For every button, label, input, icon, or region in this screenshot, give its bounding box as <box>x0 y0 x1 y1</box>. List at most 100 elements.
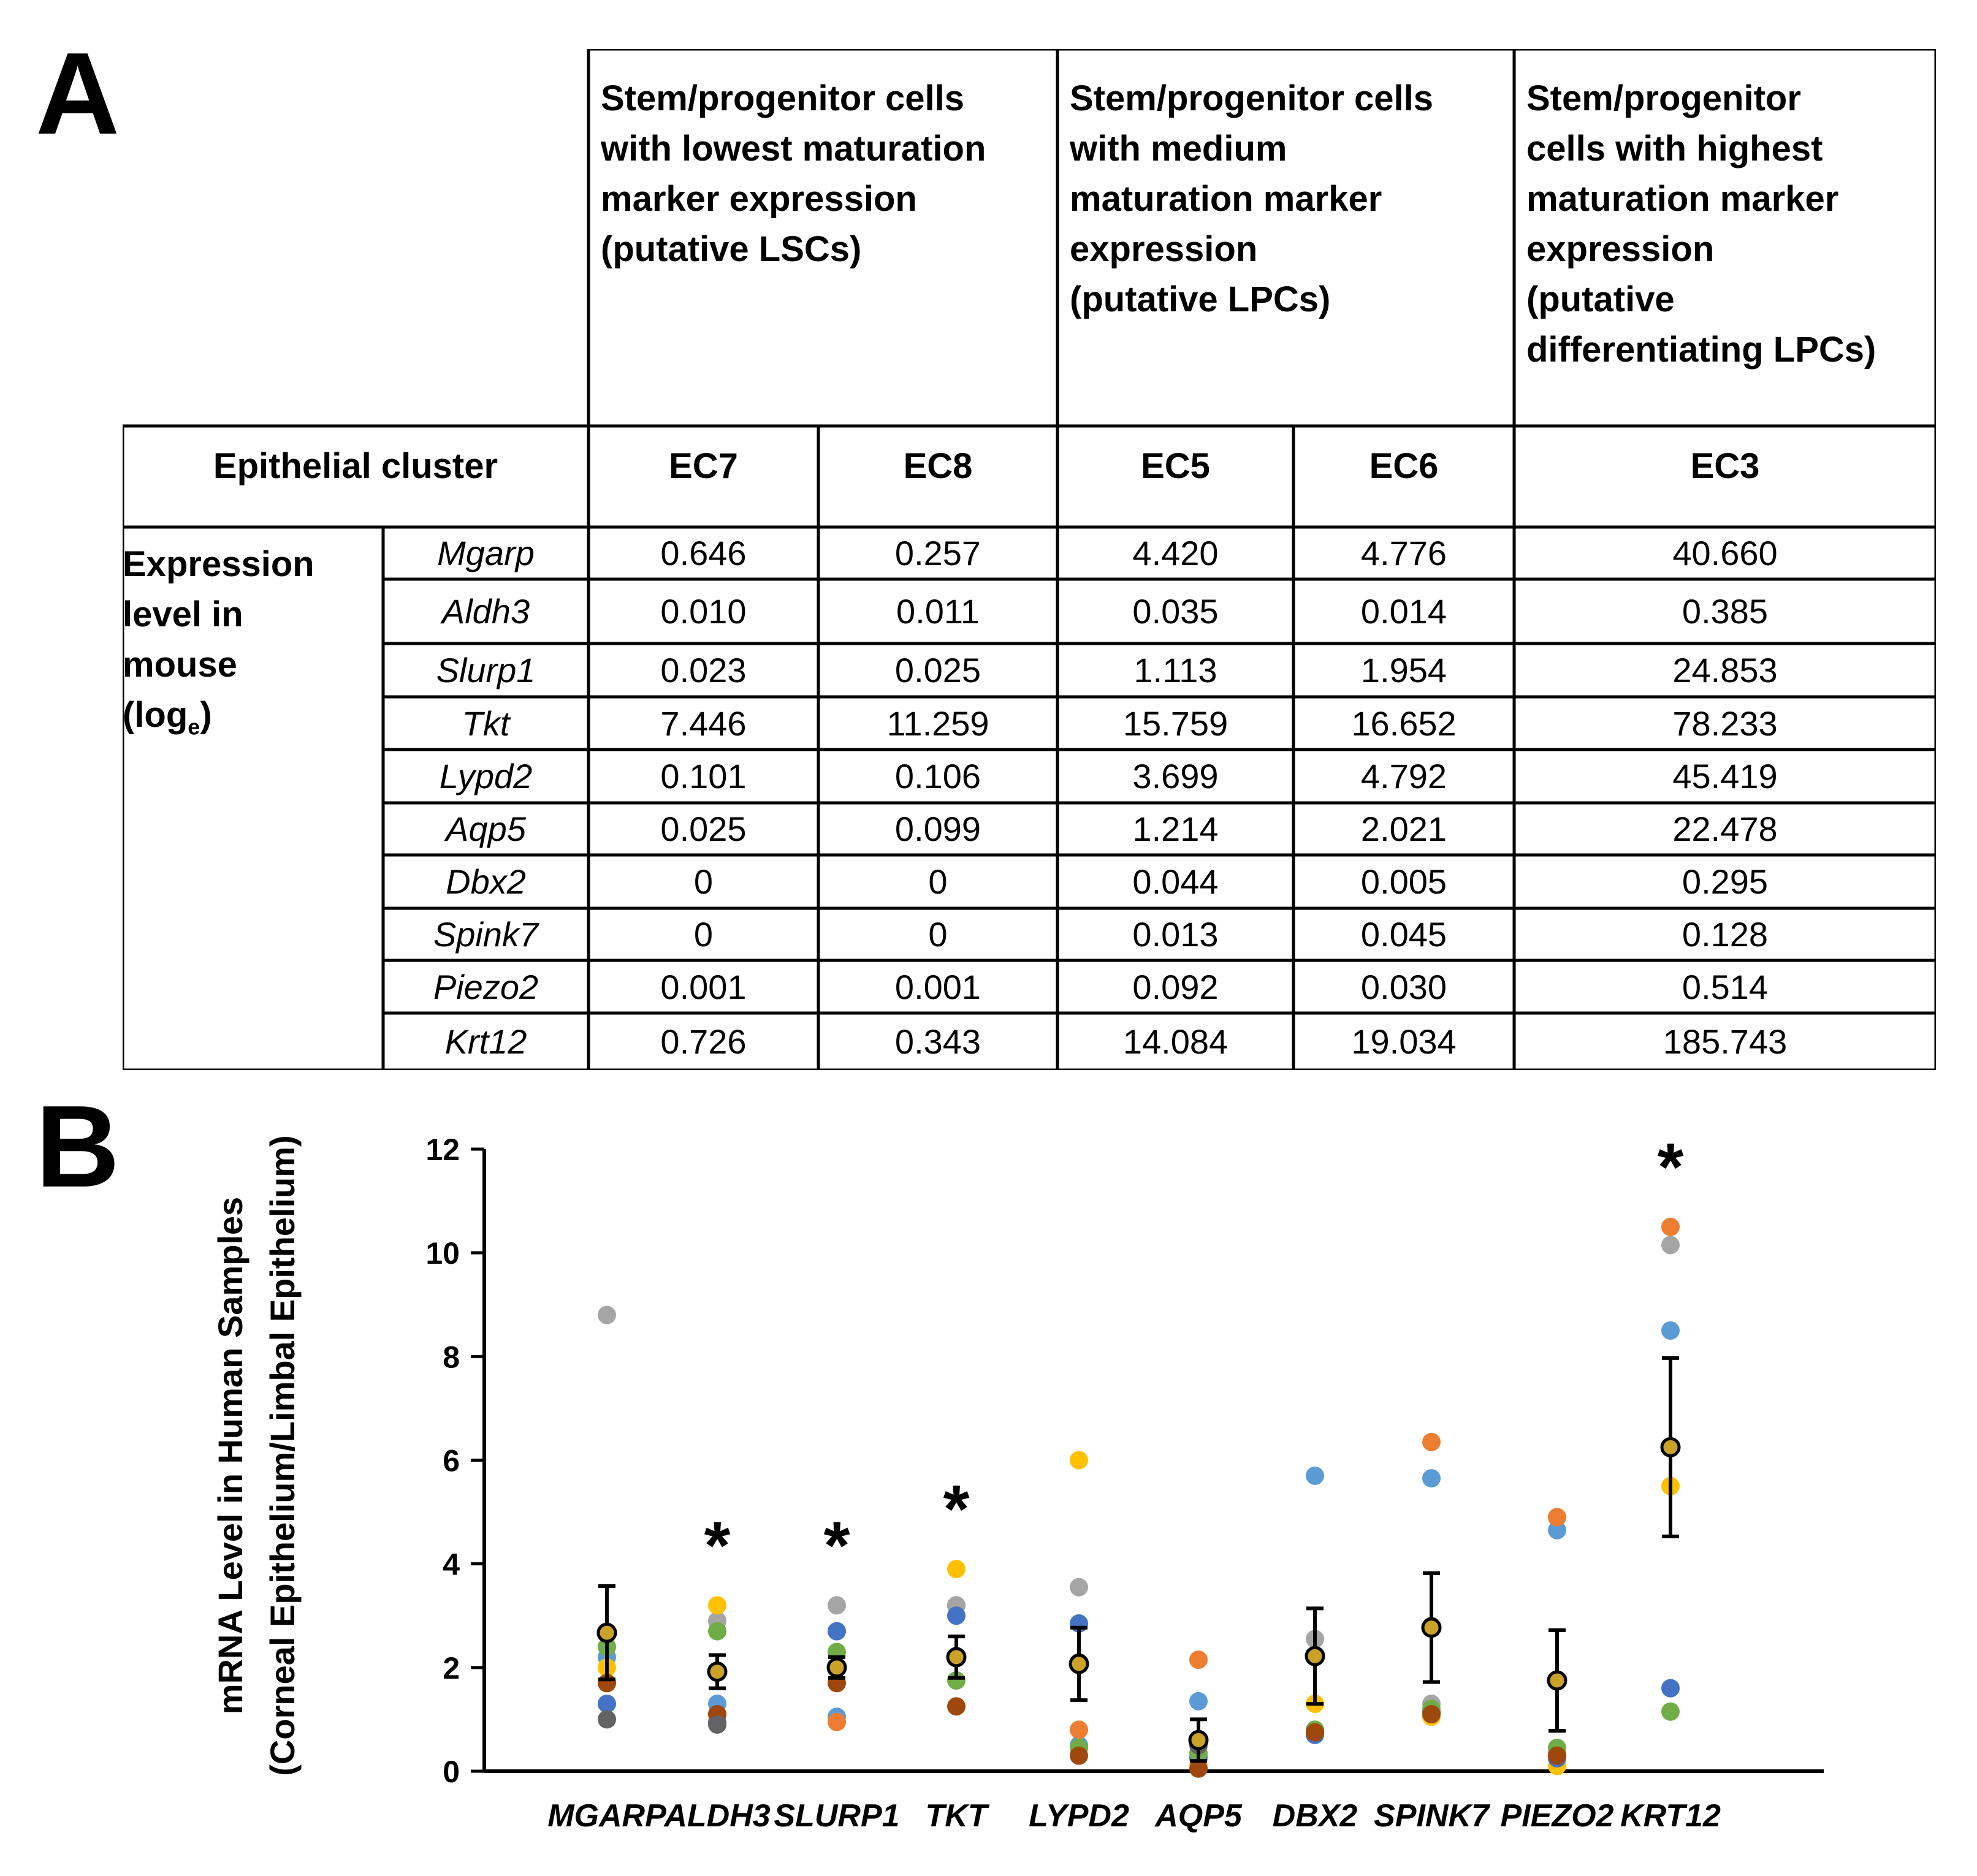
sample-point <box>1661 1236 1680 1255</box>
significance-star: * <box>943 1472 970 1547</box>
x-category-label: SPINK7 <box>1374 1798 1490 1834</box>
sample-point <box>1070 1451 1088 1470</box>
sample-point <box>708 1715 726 1734</box>
header-line: maturation marker <box>1070 179 1382 219</box>
gene-name: Aldh3 <box>441 592 530 631</box>
significance-star: * <box>824 1508 850 1583</box>
header-lpc: Stem/progenitor cells with medium matura… <box>1057 49 1514 426</box>
sample-point <box>1070 1746 1088 1765</box>
sample-point <box>1661 1321 1680 1340</box>
row-label-line: mouse <box>123 645 237 685</box>
sample-point <box>828 1622 846 1641</box>
sample-point <box>1070 1578 1088 1597</box>
sample-point <box>598 1305 616 1324</box>
sample-point <box>1306 1723 1324 1742</box>
y-label-line-1: mRNA Level in Human Samples <box>211 1197 250 1714</box>
cluster-ec3: EC3 <box>1690 446 1760 486</box>
x-category-label: AQP5 <box>1154 1798 1243 1834</box>
sample-point <box>1070 1720 1088 1739</box>
expression-value: 14.084 <box>1122 1022 1228 1061</box>
gene-name: Mgarp <box>437 534 535 572</box>
significance-star: * <box>704 1508 731 1583</box>
x-category-label: MGARP <box>547 1798 666 1834</box>
expression-value: 0 <box>928 915 948 954</box>
expression-value: 11.259 <box>886 704 989 743</box>
expression-value: 1.214 <box>1132 810 1219 848</box>
expression-value: 0.014 <box>1360 592 1447 631</box>
gene-name: Tkt <box>462 704 510 743</box>
y-axis-label: mRNA Level in Human Samples (Corneal Epi… <box>211 1135 302 1775</box>
y-tick-label: 4 <box>443 1548 460 1582</box>
y-tick-label: 10 <box>425 1236 460 1270</box>
sample-point <box>1189 1692 1208 1711</box>
expression-value: 0.025 <box>894 651 981 689</box>
expression-value: 0.514 <box>1682 967 1769 1006</box>
log-subscript: e <box>188 714 200 740</box>
mean-point <box>826 1657 847 1678</box>
expression-value: 0 <box>693 862 714 901</box>
expression-value: 0.128 <box>1682 915 1769 954</box>
header-line: maturation marker <box>1526 179 1839 219</box>
x-category-label: SLURP1 <box>774 1798 899 1834</box>
header-line: differentiating LPCs) <box>1526 330 1876 370</box>
expression-value: 0.101 <box>660 757 747 796</box>
mean-point <box>1068 1654 1089 1674</box>
expression-value: 45.419 <box>1672 757 1778 796</box>
gene-name: Aqp5 <box>446 810 526 848</box>
header-line: with lowest maturation <box>601 129 986 169</box>
expression-value: 2.021 <box>1360 810 1447 848</box>
expression-value: 0.013 <box>1132 915 1219 954</box>
y-tick-label: 2 <box>443 1651 460 1685</box>
mean-point <box>946 1647 967 1668</box>
header-differentiating: Stem/progenitor cells with highest matur… <box>1514 49 1936 426</box>
panel-b-letter: B <box>36 1082 120 1212</box>
sample-point <box>947 1697 966 1716</box>
expression-value: 0.257 <box>894 534 981 572</box>
y-tick-label: 0 <box>443 1755 460 1789</box>
expression-value: 0.385 <box>1682 592 1769 631</box>
x-category-label: DBX2 <box>1273 1798 1358 1834</box>
expression-value: 15.759 <box>1122 704 1228 743</box>
expression-value: 1.113 <box>1133 651 1217 689</box>
expression-value: 0.010 <box>660 592 747 631</box>
sample-point <box>708 1596 726 1615</box>
mean-point <box>707 1661 728 1682</box>
data-points <box>598 1217 1680 1778</box>
header-line: cells with highest <box>1526 129 1823 169</box>
cluster-ec8: EC8 <box>903 446 973 486</box>
sample-point <box>1306 1466 1324 1485</box>
sample-point <box>828 1596 846 1615</box>
expression-value: 0.001 <box>660 967 747 1006</box>
expression-value: 0.035 <box>1132 592 1219 631</box>
expression-table: Stem/progenitor cells with lowest matura… <box>123 49 1936 1070</box>
significance-star: * <box>1658 1130 1684 1205</box>
expression-value: 40.660 <box>1672 534 1778 572</box>
mean-point <box>596 1622 617 1643</box>
header-lsc: Stem/progenitor cells with lowest matura… <box>589 49 1057 426</box>
expression-value: 0.099 <box>894 810 981 848</box>
header-line: Stem/progenitor cells <box>1070 78 1434 118</box>
mrna-chart: mRNA Level in Human Samples (Corneal Epi… <box>211 1130 1824 1834</box>
sample-point <box>1661 1679 1680 1698</box>
cluster-label: Epithelial cluster <box>213 446 498 486</box>
cluster-ec7: EC7 <box>669 446 738 486</box>
expression-value: 0.295 <box>1682 862 1769 901</box>
expression-value: 0 <box>928 862 948 901</box>
x-category-label: LYPD2 <box>1029 1798 1129 1834</box>
expression-value: 0.030 <box>1360 967 1447 1006</box>
expression-value: 4.792 <box>1360 757 1447 796</box>
y-ticks: 0 2 4 6 8 10 12 <box>425 1133 484 1789</box>
expression-value: 0.343 <box>894 1022 981 1061</box>
sample-point <box>598 1695 616 1714</box>
header-line: (putative LSCs) <box>601 229 862 269</box>
expression-value: 0.106 <box>894 757 981 796</box>
expression-value: 19.034 <box>1351 1022 1457 1061</box>
mean-point <box>1188 1730 1209 1750</box>
expression-value: 22.478 <box>1672 810 1778 848</box>
header-line: Stem/progenitor <box>1526 78 1801 118</box>
header-line: (putative <box>1526 279 1675 319</box>
sample-point <box>1548 1746 1566 1765</box>
log-text: (log <box>123 695 188 735</box>
sample-point <box>1661 1702 1680 1721</box>
y-label-line-2: (Corneal Epithelium/Limbal Epithelium) <box>263 1135 302 1775</box>
